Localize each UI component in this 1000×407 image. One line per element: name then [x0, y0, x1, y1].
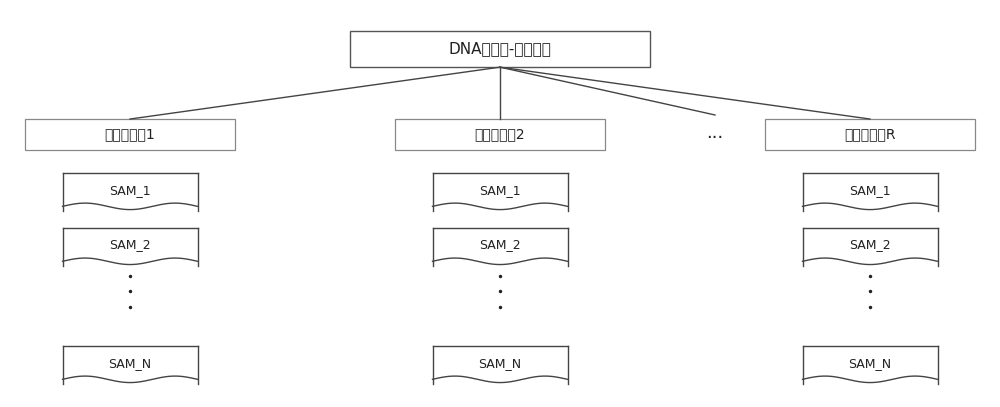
Text: SAM_2: SAM_2	[479, 239, 521, 252]
FancyBboxPatch shape	[25, 119, 235, 149]
FancyBboxPatch shape	[395, 119, 605, 149]
FancyBboxPatch shape	[765, 119, 975, 149]
Text: SAM_N: SAM_N	[848, 357, 892, 370]
Text: SAM_1: SAM_1	[849, 184, 891, 197]
Text: 染色体区域R: 染色体区域R	[844, 127, 896, 141]
Text: 染色体区域2: 染色体区域2	[475, 127, 525, 141]
Text: SAM_2: SAM_2	[849, 239, 891, 252]
Text: SAM_1: SAM_1	[479, 184, 521, 197]
Text: DNA样本名-中间结果: DNA样本名-中间结果	[449, 42, 551, 56]
Text: ...: ...	[706, 124, 724, 142]
Text: SAM_N: SAM_N	[108, 357, 152, 370]
Text: SAM_1: SAM_1	[109, 184, 151, 197]
Text: 染色体区域1: 染色体区域1	[105, 127, 155, 141]
Text: SAM_N: SAM_N	[478, 357, 522, 370]
Text: SAM_2: SAM_2	[109, 239, 151, 252]
FancyBboxPatch shape	[350, 31, 650, 67]
